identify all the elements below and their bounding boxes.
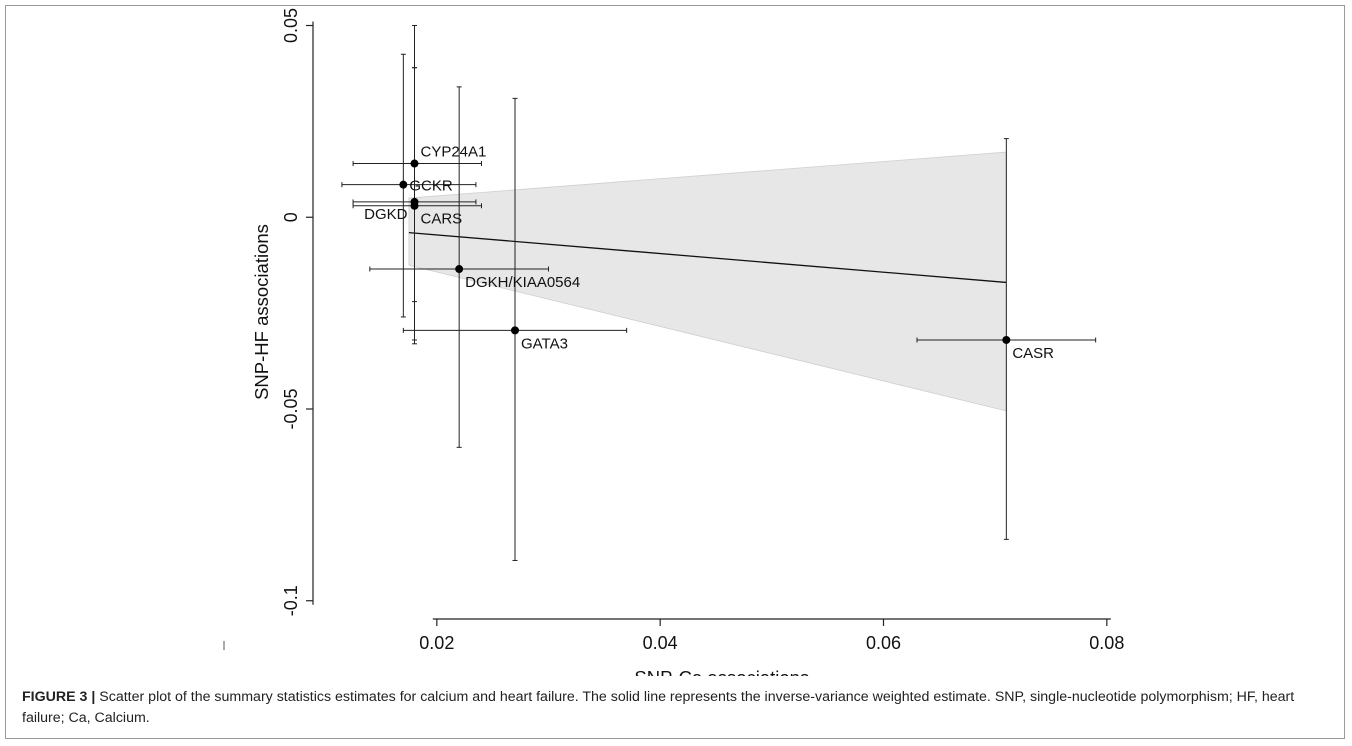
point-label-cyp24a1: CYP24A1 [421, 144, 487, 161]
x-tick-label: 0.02 [419, 633, 454, 653]
figure-caption: FIGURE 3 | Scatter plot of the summary s… [22, 687, 1332, 729]
x-axis-label: SNP-Ca associations [634, 667, 809, 676]
ivw-fit-line [408, 231, 1007, 284]
data-point-casr [1002, 335, 1011, 344]
y-axis-label: SNP-HF associations [251, 224, 272, 400]
y-tick-label: -0.1 [281, 585, 301, 616]
point-label-dgkd: DGKD [364, 206, 408, 223]
y-tick-label: -0.05 [281, 388, 301, 429]
point-label-dgkh-kiaa0564: DGKH/KIAA0564 [465, 274, 580, 291]
x-tick-label: 0.06 [866, 633, 901, 653]
point-label-gata3: GATA3 [521, 335, 568, 352]
y-tick-label: 0.05 [281, 8, 301, 43]
figure-label: FIGURE 3 | [22, 689, 96, 705]
point-label-gckr: GCKR [409, 178, 453, 195]
data-point-gata3 [511, 326, 519, 335]
y-tick-label: 0 [281, 212, 301, 222]
data-point-dgkh-kiaa0564 [455, 265, 464, 274]
data-point-cars [410, 201, 419, 210]
point-label-cars: CARS [421, 211, 463, 228]
caption-text: Scatter plot of the summary statistics e… [22, 689, 1295, 726]
x-tick-label: 0.08 [1089, 633, 1124, 653]
data-point-gckr [399, 180, 408, 189]
data-point-cyp24a1 [410, 159, 419, 168]
figure-frame: CYP24A1 GCKR DGKD CARS DGKH/KIAA0564 GATA3 CAS… [5, 5, 1345, 739]
point-label-casr: CASR [1012, 345, 1054, 362]
x-tick-label: 0.04 [643, 633, 678, 653]
